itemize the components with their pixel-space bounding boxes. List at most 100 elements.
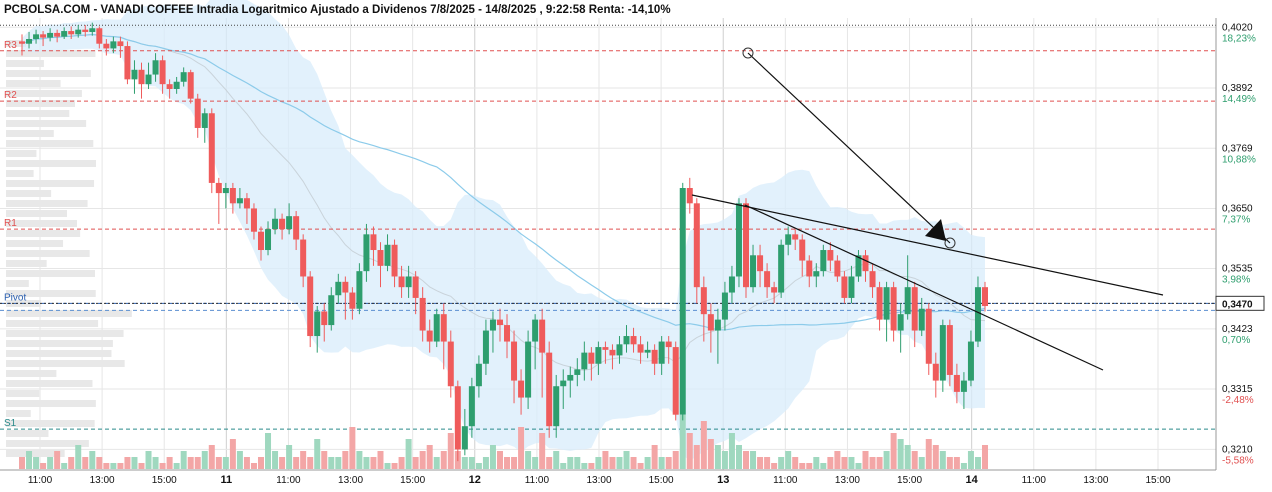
volume-bar bbox=[735, 445, 742, 469]
volume-profile-bar bbox=[6, 330, 124, 337]
candle-down bbox=[588, 352, 595, 364]
candle-down bbox=[876, 287, 883, 320]
y-tick-price: 0,3423 bbox=[1222, 324, 1253, 335]
candle-down bbox=[757, 255, 764, 272]
candle-down bbox=[342, 281, 349, 293]
volume-profile-bar bbox=[6, 230, 81, 237]
candle-up bbox=[974, 287, 981, 342]
candle-up bbox=[967, 341, 974, 381]
volume-bar bbox=[461, 457, 468, 469]
volume-bar bbox=[201, 451, 208, 469]
candle-down bbox=[834, 260, 841, 277]
x-tick-label: 15:00 bbox=[152, 475, 177, 486]
volume-bar bbox=[982, 445, 988, 469]
candle-down bbox=[138, 69, 145, 85]
candle-down bbox=[117, 41, 124, 47]
volume-bar bbox=[145, 451, 152, 469]
candle-down bbox=[946, 325, 953, 375]
volume-bar bbox=[300, 451, 307, 469]
volume-bar bbox=[574, 457, 581, 469]
volume-profile-bar bbox=[6, 430, 49, 437]
candle-up bbox=[47, 32, 54, 38]
volume-bar bbox=[504, 457, 511, 469]
candle-down bbox=[869, 271, 876, 288]
volume-profile-bar bbox=[6, 420, 95, 427]
volume-bar bbox=[693, 445, 700, 469]
candle-down bbox=[229, 188, 236, 204]
volume-profile-bar bbox=[6, 290, 96, 297]
volume-bar bbox=[841, 457, 848, 469]
candle-down bbox=[426, 330, 433, 342]
candle-up bbox=[363, 234, 370, 272]
candle-down bbox=[518, 380, 525, 398]
candle-down bbox=[511, 341, 518, 381]
candle-down bbox=[250, 208, 257, 232]
candle-down bbox=[68, 31, 75, 35]
volume-bar bbox=[489, 445, 496, 469]
volume-profile-bar bbox=[6, 250, 90, 257]
volume-bar bbox=[96, 457, 103, 469]
volume-bar bbox=[686, 433, 693, 469]
candle-up bbox=[778, 244, 785, 293]
volume-bar bbox=[236, 451, 243, 469]
candle-up bbox=[236, 198, 243, 204]
x-tick-label: 11:00 bbox=[1022, 475, 1047, 486]
candle-up bbox=[405, 276, 412, 288]
volume-bar bbox=[419, 451, 426, 469]
volume-bar bbox=[560, 463, 567, 469]
candle-down bbox=[693, 203, 700, 288]
candle-down bbox=[243, 198, 250, 209]
candle-up bbox=[918, 308, 925, 331]
candle-down bbox=[40, 34, 47, 38]
volume-bar bbox=[862, 451, 869, 469]
volume-bar bbox=[384, 463, 391, 469]
volume-profile-bar bbox=[6, 410, 31, 417]
candle-up bbox=[475, 363, 482, 387]
volume-bar bbox=[939, 451, 946, 469]
x-tick-label: 13:00 bbox=[835, 475, 860, 486]
volume-bar bbox=[855, 463, 862, 469]
volume-bar bbox=[904, 445, 911, 469]
volume-bar bbox=[356, 451, 363, 469]
candle-up bbox=[750, 255, 757, 288]
volume-bar bbox=[785, 451, 792, 469]
volume-profile-bar bbox=[6, 310, 132, 317]
volume-bar bbox=[257, 457, 264, 469]
candle-up bbox=[61, 31, 68, 37]
candle-down bbox=[391, 244, 398, 277]
moving-average-line bbox=[21, 33, 986, 331]
candle-down bbox=[672, 347, 679, 415]
y-tick-percent: 14,49% bbox=[1222, 94, 1256, 105]
level-label-pivot: Pivot bbox=[4, 292, 26, 303]
candle-down bbox=[686, 188, 693, 204]
candle-down bbox=[630, 336, 637, 345]
candle-up bbox=[222, 188, 229, 194]
candle-down bbox=[700, 287, 707, 315]
candle-up bbox=[728, 276, 735, 293]
volume-bar bbox=[279, 457, 286, 469]
candle-up bbox=[110, 41, 117, 49]
x-tick-label: 11:00 bbox=[276, 475, 301, 486]
volume-bar bbox=[229, 439, 236, 469]
x-tick-label: 13:00 bbox=[90, 475, 115, 486]
volume-bar bbox=[757, 457, 764, 469]
volume-bar bbox=[546, 457, 553, 469]
volume-bar bbox=[553, 451, 560, 469]
volume-bar bbox=[405, 439, 412, 469]
volume-bar bbox=[869, 457, 876, 469]
volume-profile-bar bbox=[6, 390, 40, 397]
volume-bar bbox=[876, 457, 883, 469]
y-tick-price: 0,3650 bbox=[1222, 203, 1253, 214]
volume-bar bbox=[883, 451, 890, 469]
candle-up bbox=[265, 229, 272, 251]
candle-up bbox=[553, 386, 560, 427]
candle-down bbox=[419, 297, 426, 331]
candle-up bbox=[595, 347, 602, 364]
volume-bar bbox=[651, 445, 658, 469]
volume-bar bbox=[82, 457, 89, 469]
candle-up bbox=[581, 352, 588, 370]
volume-bar bbox=[180, 451, 187, 469]
candle-down bbox=[504, 325, 511, 342]
candle-up bbox=[813, 271, 820, 277]
